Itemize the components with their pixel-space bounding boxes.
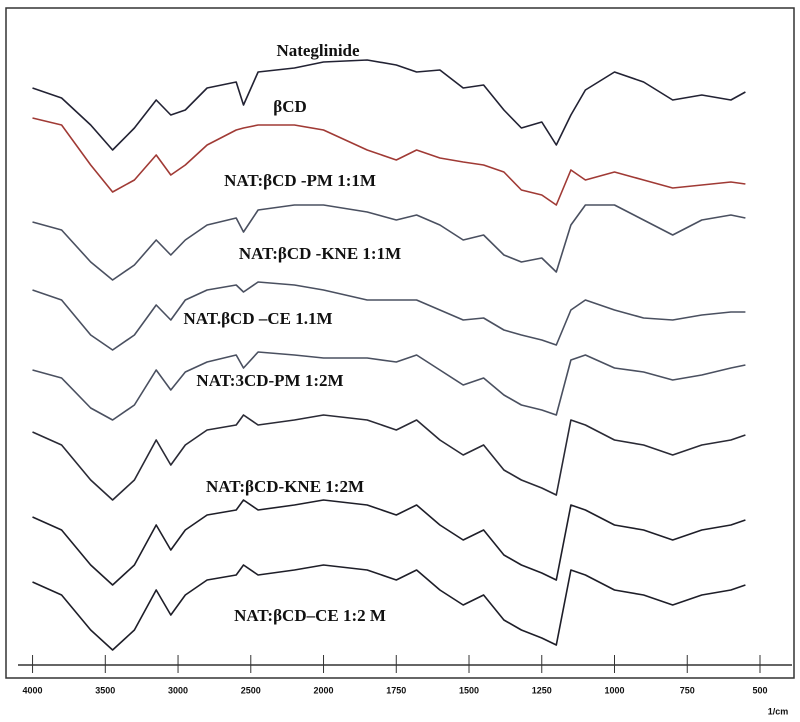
series-label: βCD <box>273 97 307 116</box>
x-tick-label: 1500 <box>459 685 479 695</box>
spectrum-line <box>32 499 746 586</box>
x-tick-label: 3500 <box>95 685 115 695</box>
x-tick-label: 500 <box>752 685 767 695</box>
x-tick-label: 1750 <box>386 685 406 695</box>
series-label: NAT.βCD –CE 1.1M <box>183 309 332 328</box>
series-label: NAT:βCD–CE 1:2 M <box>234 606 386 625</box>
x-tick-label: 3000 <box>168 685 188 695</box>
spectrum-line <box>32 59 746 151</box>
series-label: NAT:3CD-PM 1:2M <box>196 371 343 390</box>
x-axis-label: 1/cm <box>768 706 789 716</box>
spectrum-line <box>32 204 746 281</box>
frame <box>5 7 795 679</box>
series-label: NAT:βCD -PM 1:1M <box>224 171 376 190</box>
x-tick-label: 1000 <box>604 685 624 695</box>
spectrum-line <box>32 414 746 501</box>
x-tick-label: 2000 <box>314 685 334 695</box>
series-label: Nateglinide <box>276 41 360 60</box>
spectrum-line <box>32 281 746 351</box>
spectrum-line <box>32 117 746 206</box>
spectrum-line <box>32 564 746 651</box>
series-label: NAT:βCD -KNE 1:1M <box>239 244 401 263</box>
x-tick-label: 2500 <box>241 685 261 695</box>
x-tick-label: 1250 <box>532 685 552 695</box>
series-label: NAT:βCD-KNE 1:2M <box>206 477 364 496</box>
x-tick-label: 4000 <box>23 685 43 695</box>
spectrum-line <box>32 351 746 421</box>
x-tick-label: 750 <box>680 685 695 695</box>
